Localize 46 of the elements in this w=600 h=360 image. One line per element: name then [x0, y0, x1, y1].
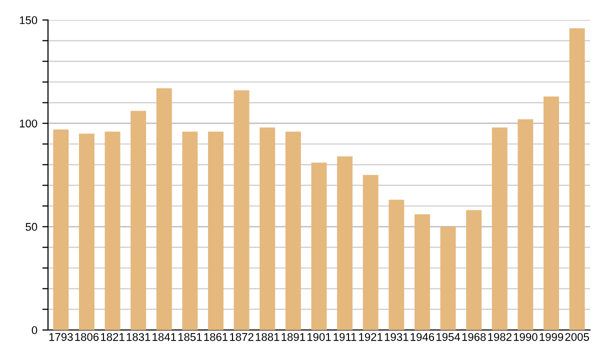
x-tick-label: 1990 [514, 333, 538, 341]
bar [388, 200, 404, 330]
y-tick-label: 50 [26, 222, 38, 231]
x-tick-label: 1921 [359, 333, 382, 341]
bar [104, 132, 120, 330]
bar [569, 28, 585, 330]
bar [182, 132, 198, 330]
x-tick-label: 1999 [540, 333, 564, 341]
y-tick-label: 150 [20, 16, 38, 24]
x-tick-label: 1841 [152, 333, 176, 341]
bar [362, 175, 378, 330]
x-tick-label: 1881 [256, 333, 280, 341]
x-tick-label: 1968 [462, 333, 486, 341]
bar [156, 88, 172, 330]
x-tick-label: 1931 [384, 333, 408, 341]
bar [466, 210, 482, 330]
y-tick-label: 100 [20, 120, 38, 128]
bar [208, 132, 224, 330]
bar [492, 127, 508, 330]
bar [311, 162, 327, 330]
y-tick-label: 0 [32, 326, 38, 334]
x-tick-label: 1911 [334, 333, 356, 341]
x-tick-label: 1851 [178, 333, 202, 341]
bar [234, 90, 250, 330]
x-tick-label: 1793 [49, 333, 73, 341]
x-tick-label: 1821 [101, 333, 124, 341]
x-tick-label: 1831 [126, 333, 150, 341]
bar [440, 226, 456, 330]
x-tick-label: 1861 [204, 333, 228, 341]
bar [78, 134, 94, 330]
x-tick-label: 1891 [282, 333, 306, 341]
x-tick-label: 1806 [75, 333, 99, 341]
x-tick-label: 1954 [436, 333, 460, 341]
x-tick-label: 1982 [488, 333, 512, 341]
bar [130, 110, 146, 330]
bar [414, 214, 430, 330]
x-tick-label: 1901 [307, 333, 331, 341]
bar [285, 132, 301, 330]
bar [518, 119, 534, 330]
bar [53, 130, 69, 330]
x-tick-label: 2005 [565, 333, 589, 341]
bar [544, 96, 560, 330]
x-tick-label: 1946 [410, 333, 434, 341]
bar [260, 127, 276, 330]
bar [337, 156, 353, 330]
x-tick-label: 1872 [230, 333, 254, 341]
